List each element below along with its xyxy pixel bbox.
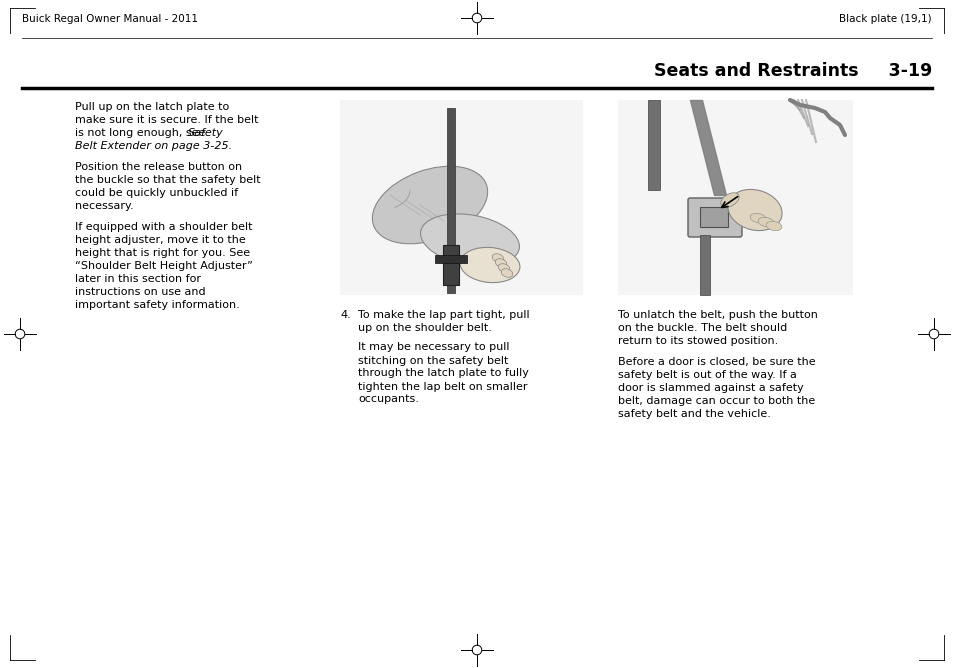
Text: Before a door is closed, be sure the: Before a door is closed, be sure the xyxy=(618,357,815,367)
Ellipse shape xyxy=(500,269,513,277)
Text: Pull up on the latch plate to: Pull up on the latch plate to xyxy=(75,102,229,112)
Bar xyxy=(618,100,852,295)
Ellipse shape xyxy=(492,254,503,263)
Text: Seats and Restraints     3-19: Seats and Restraints 3-19 xyxy=(653,62,931,80)
Ellipse shape xyxy=(459,247,519,283)
Text: return to its stowed position.: return to its stowed position. xyxy=(618,336,778,346)
Bar xyxy=(647,100,659,190)
Ellipse shape xyxy=(497,264,509,273)
Ellipse shape xyxy=(495,259,506,267)
Text: belt, damage can occur to both the: belt, damage can occur to both the xyxy=(618,396,815,405)
Ellipse shape xyxy=(372,166,487,244)
Text: instructions on use and: instructions on use and xyxy=(75,287,206,297)
Text: the buckle so that the safety belt: the buckle so that the safety belt xyxy=(75,175,260,185)
Text: height adjuster, move it to the: height adjuster, move it to the xyxy=(75,234,246,244)
FancyBboxPatch shape xyxy=(447,108,455,293)
Bar xyxy=(435,255,467,263)
Text: through the latch plate to fully: through the latch plate to fully xyxy=(357,369,528,379)
Text: Safety: Safety xyxy=(188,128,224,138)
FancyBboxPatch shape xyxy=(687,198,741,237)
Text: is not long enough, see: is not long enough, see xyxy=(75,128,209,138)
Text: important safety information.: important safety information. xyxy=(75,300,239,309)
Text: “Shoulder Belt Height Adjuster”: “Shoulder Belt Height Adjuster” xyxy=(75,261,253,271)
Bar xyxy=(339,100,582,295)
Text: occupants.: occupants. xyxy=(357,395,418,405)
Text: on the buckle. The belt should: on the buckle. The belt should xyxy=(618,323,786,333)
Ellipse shape xyxy=(727,190,781,230)
Text: To unlatch the belt, push the button: To unlatch the belt, push the button xyxy=(618,310,817,320)
Ellipse shape xyxy=(758,217,773,226)
Text: up on the shoulder belt.: up on the shoulder belt. xyxy=(357,323,492,333)
Text: later in this section for: later in this section for xyxy=(75,274,201,284)
Ellipse shape xyxy=(765,221,781,230)
Text: safety belt is out of the way. If a: safety belt is out of the way. If a xyxy=(618,370,796,380)
Text: Buick Regal Owner Manual - 2011: Buick Regal Owner Manual - 2011 xyxy=(22,14,198,24)
Bar xyxy=(442,245,458,285)
Text: tighten the lap belt on smaller: tighten the lap belt on smaller xyxy=(357,381,527,391)
Text: safety belt and the vehicle.: safety belt and the vehicle. xyxy=(618,409,770,419)
Text: 4.: 4. xyxy=(339,310,351,320)
Text: To make the lap part tight, pull: To make the lap part tight, pull xyxy=(357,310,529,320)
Bar xyxy=(700,207,727,227)
Text: It may be necessary to pull: It may be necessary to pull xyxy=(357,343,509,353)
Text: height that is right for you. See: height that is right for you. See xyxy=(75,248,250,258)
Text: Belt Extender on page 3-25.: Belt Extender on page 3-25. xyxy=(75,141,232,151)
Text: Position the release button on: Position the release button on xyxy=(75,162,242,172)
Ellipse shape xyxy=(420,214,518,266)
Text: If equipped with a shoulder belt: If equipped with a shoulder belt xyxy=(75,222,253,232)
Text: make sure it is secure. If the belt: make sure it is secure. If the belt xyxy=(75,115,258,125)
Text: could be quickly unbuckled if: could be quickly unbuckled if xyxy=(75,188,238,198)
Text: door is slammed against a safety: door is slammed against a safety xyxy=(618,383,803,393)
Bar xyxy=(700,235,709,295)
Ellipse shape xyxy=(749,213,765,222)
Text: stitching on the safety belt: stitching on the safety belt xyxy=(357,355,508,365)
Ellipse shape xyxy=(720,193,739,207)
Text: necessary.: necessary. xyxy=(75,201,133,211)
Text: Black plate (19,1): Black plate (19,1) xyxy=(839,14,931,24)
